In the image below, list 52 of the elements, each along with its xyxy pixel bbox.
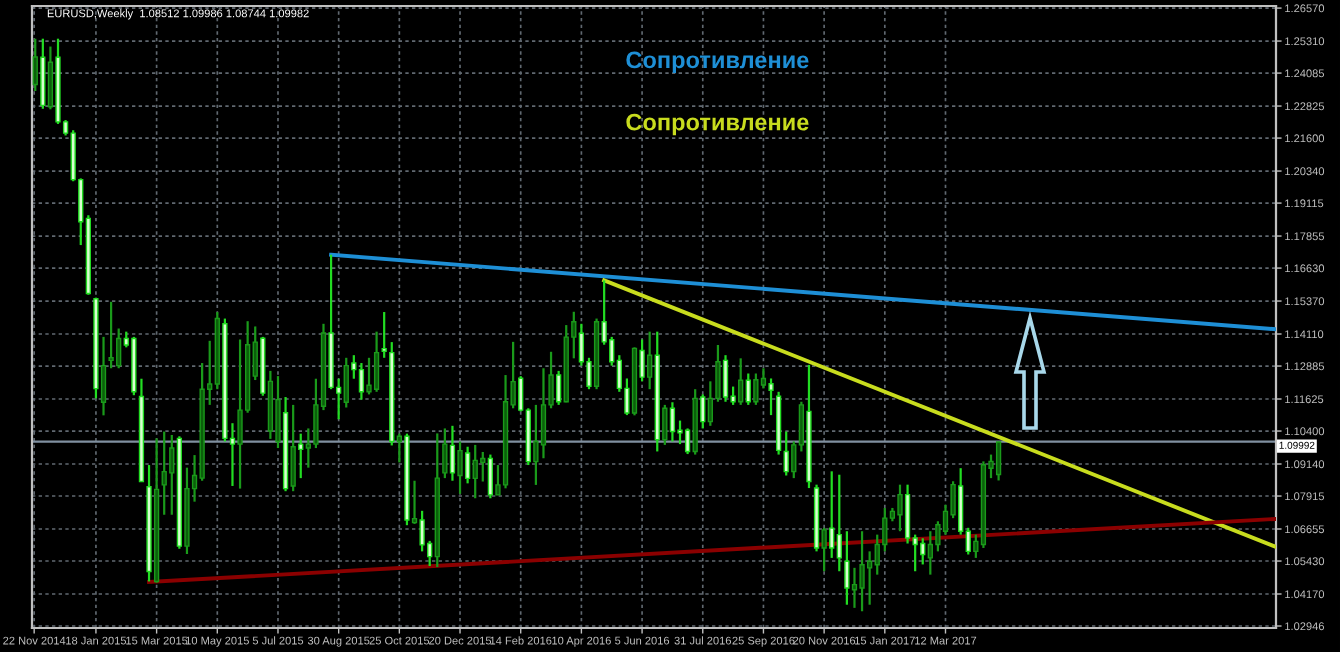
candlestick xyxy=(768,377,774,417)
candlestick xyxy=(927,530,933,576)
candlestick xyxy=(700,393,706,430)
candlestick xyxy=(540,367,547,460)
candlestick xyxy=(866,550,873,606)
candlestick xyxy=(859,530,865,613)
candlestick xyxy=(829,470,835,560)
candlestick xyxy=(836,473,842,573)
candlestick xyxy=(753,372,759,406)
candlestick xyxy=(275,375,281,450)
candlestick xyxy=(449,424,456,482)
candlestick xyxy=(669,401,676,443)
text: Сопротивление xyxy=(626,51,809,73)
candlestick xyxy=(419,509,425,553)
candlestick xyxy=(647,330,653,391)
candlestick xyxy=(161,430,167,516)
candlestick xyxy=(639,338,645,383)
candlestick xyxy=(783,430,789,477)
candlestick xyxy=(684,427,691,456)
candlestick xyxy=(464,445,471,485)
candlestick xyxy=(343,356,349,409)
candlestick xyxy=(722,354,729,403)
candlestick xyxy=(745,372,751,406)
candlestick xyxy=(555,369,562,406)
candlestick xyxy=(100,335,107,417)
candlestick xyxy=(396,432,402,464)
candlestick xyxy=(47,45,54,111)
candlestick xyxy=(662,403,668,447)
candlestick xyxy=(373,330,380,393)
candlestick xyxy=(844,530,850,606)
candlestick xyxy=(381,310,387,359)
candlestick xyxy=(411,479,418,526)
candlestick xyxy=(358,361,365,401)
candlestick xyxy=(487,453,494,500)
candlestick xyxy=(116,327,122,370)
candlestick xyxy=(290,403,296,493)
candlestick xyxy=(904,483,911,545)
candlestick xyxy=(920,537,926,566)
candlestick xyxy=(995,440,1002,482)
candlestick xyxy=(821,526,827,573)
candlestick xyxy=(897,483,903,533)
candlestick xyxy=(298,432,304,480)
candlestick xyxy=(480,450,486,483)
candlestick xyxy=(738,357,744,406)
candlestick xyxy=(851,566,858,609)
text: Сопротивление xyxy=(626,113,809,136)
candlestick xyxy=(442,427,448,480)
candlestick xyxy=(169,433,175,516)
candlestick xyxy=(472,443,478,500)
candlestick xyxy=(237,338,243,490)
candlestick xyxy=(32,37,38,93)
candlestick xyxy=(457,440,463,495)
